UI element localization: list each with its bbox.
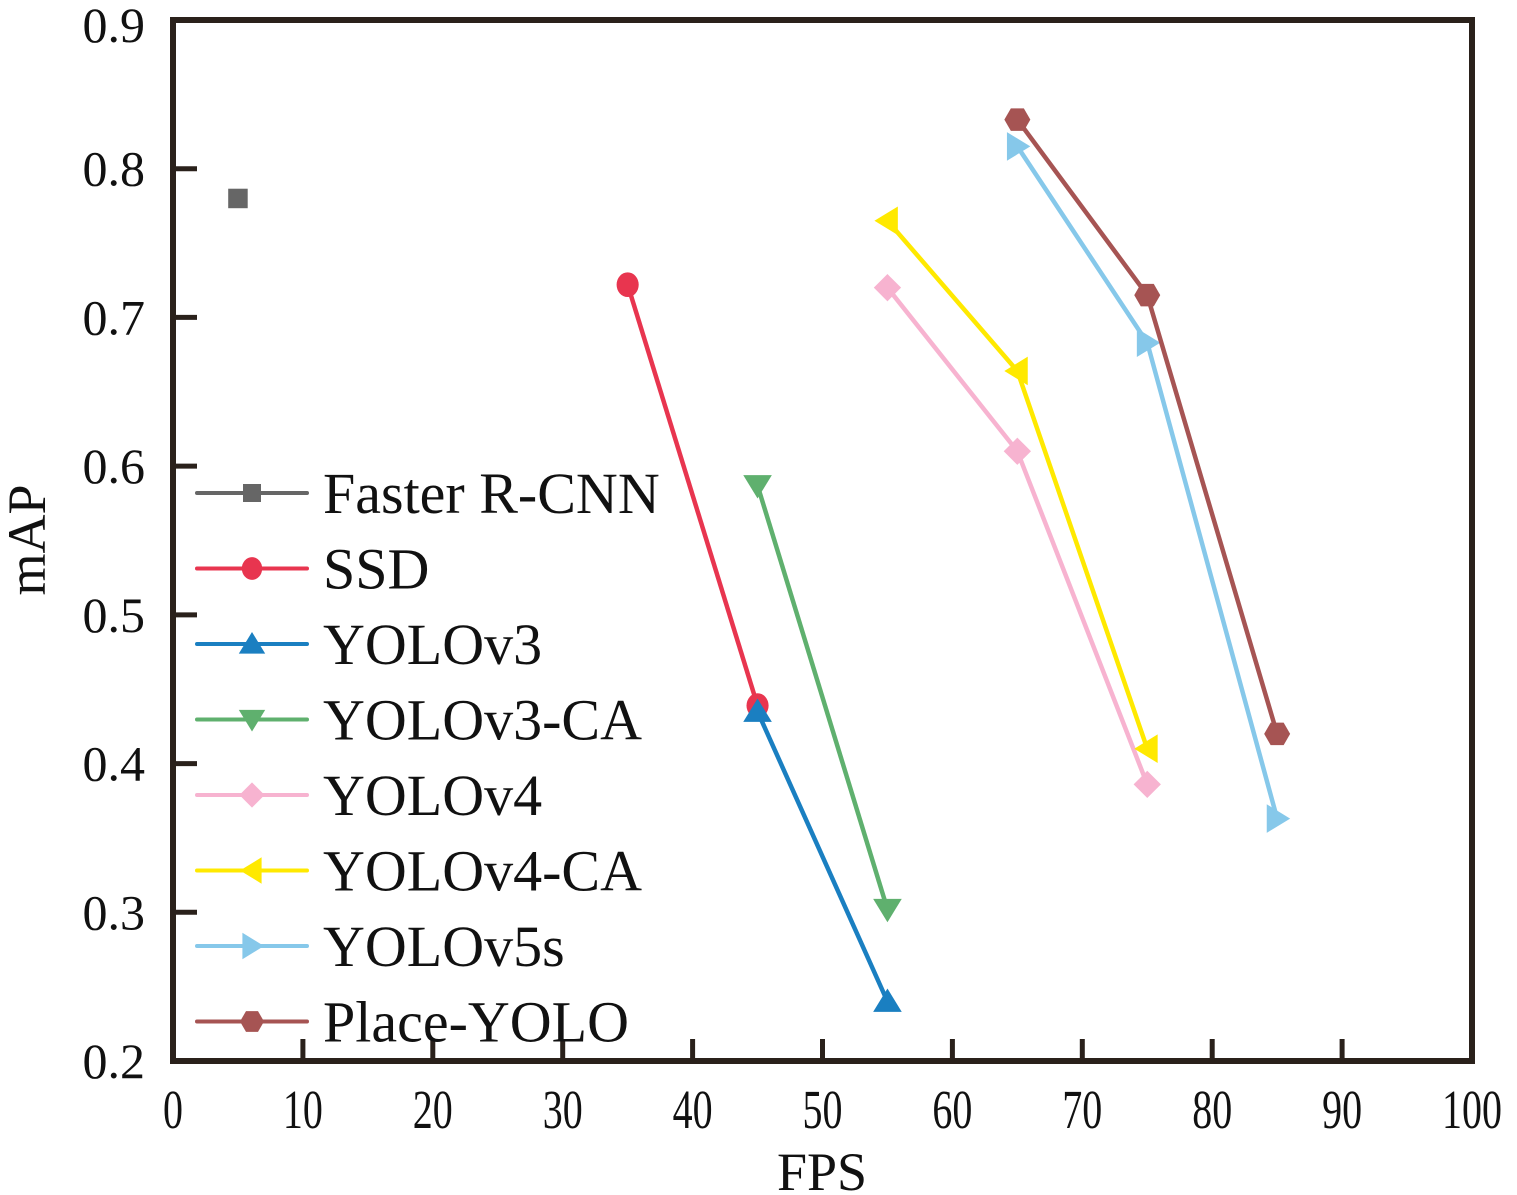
x-tick-label: 30	[543, 1080, 583, 1141]
legend-marker-yolov3	[238, 632, 266, 654]
x-tick-label: 80	[1192, 1080, 1232, 1141]
legend-marker-ssd	[241, 557, 263, 580]
series-line-yolov4-ca	[885, 219, 1150, 750]
y-tick-label: 0.7	[83, 289, 146, 345]
legend-item-faster-r-cnn: Faster R-CNN	[195, 461, 660, 526]
legend-label-yolov3: YOLOv3	[323, 612, 542, 677]
legend-item-ssd: SSD	[195, 537, 429, 602]
legend-marker-yolov4	[239, 782, 265, 808]
series-yolov4	[873, 274, 1161, 799]
data-point-yolov4	[873, 274, 902, 302]
series-yolov3	[743, 698, 902, 1012]
series-line-yolov3	[755, 710, 890, 1003]
x-tick-label: 90	[1322, 1080, 1362, 1141]
legend-marker-yolov5s	[242, 932, 264, 960]
series-place-yolo	[1004, 108, 1291, 746]
data-point-yolov4	[1133, 770, 1161, 799]
x-tick-label: 50	[803, 1080, 843, 1141]
y-tick-label: 0.5	[83, 587, 146, 643]
data-point-yolov3	[873, 988, 902, 1012]
data-point-yolov3	[743, 698, 772, 722]
legend-marker-faster-r-cnn	[243, 484, 261, 502]
data-point-faster-r-cnn	[228, 188, 248, 209]
y-tick-label: 0.9	[83, 0, 146, 53]
series-layer	[228, 108, 1291, 1012]
series-yolov3-ca	[743, 475, 902, 923]
legend-marker-yolov4-ca	[240, 857, 262, 884]
series-faster-r-cnn	[228, 188, 248, 209]
y-tick-label: 0.2	[83, 1033, 146, 1089]
series-line-place-yolo	[1015, 118, 1280, 735]
y-tick-label: 0.4	[83, 736, 146, 792]
x-tick-label: 70	[1062, 1080, 1102, 1141]
legend-item-yolov5s: YOLOv5s	[195, 914, 565, 979]
data-point-place-yolo	[1004, 108, 1031, 131]
legend-label-yolov4: YOLOv4	[323, 763, 542, 828]
legend: Faster R-CNN SSD YOLOv3 YOLOv3-CA YOLOv4 YOLO…	[195, 461, 660, 1055]
series-line-yolov4	[885, 286, 1150, 786]
x-tick-label: 100	[1442, 1080, 1502, 1141]
x-tick-label: 10	[283, 1080, 323, 1141]
series-yolov5s	[1006, 132, 1291, 833]
data-point-place-yolo	[1264, 722, 1291, 746]
y-tick-label: 0.3	[83, 884, 146, 940]
data-point-yolov3-ca	[873, 898, 902, 923]
data-point-place-yolo	[1134, 283, 1161, 307]
legend-item-yolov3-ca: YOLOv3-CA	[195, 688, 642, 753]
legend-label-yolov3-ca: YOLOv3-CA	[323, 688, 642, 753]
y-tick-label: 0.6	[83, 438, 146, 494]
x-axis-title: FPS	[777, 1142, 867, 1195]
data-point-yolov4-ca	[1134, 734, 1158, 763]
data-point-ssd	[616, 272, 639, 298]
legend-label-yolov4-ca: YOLOv4-CA	[323, 839, 642, 904]
data-point-yolov4	[1003, 437, 1031, 465]
legend-marker-yolov3-ca	[238, 709, 266, 732]
legend-label-place-yolo: Place-YOLO	[323, 990, 629, 1055]
legend-item-yolov3: YOLOv3	[195, 612, 542, 677]
y-tick-label: 0.8	[83, 141, 146, 197]
legend-item-yolov4: YOLOv4	[195, 763, 542, 828]
legend-label-ssd: SSD	[323, 537, 429, 602]
legend-item-place-yolo: Place-YOLO	[195, 990, 629, 1055]
y-axis-title: mAP	[0, 484, 57, 595]
data-point-yolov3-ca	[743, 475, 772, 499]
legend-label-yolov5s: YOLOv5s	[323, 914, 565, 979]
legend-item-yolov4-ca: YOLOv4-CA	[195, 839, 642, 904]
legend-marker-place-yolo	[240, 1011, 264, 1032]
data-point-yolov5s	[1136, 328, 1161, 358]
x-tick-label: 60	[932, 1080, 972, 1141]
data-point-yolov5s	[1266, 804, 1291, 833]
data-point-yolov4-ca	[1004, 356, 1028, 386]
ticks-layer: 0 10 20 30 40 50 60 70 80 90 100 0.2 0.3 0.4 0.5 0.6 0.7…	[83, 0, 1502, 1141]
data-point-yolov4-ca	[874, 206, 898, 236]
legend-label-faster-r-cnn: Faster R-CNN	[323, 461, 660, 526]
series-line-yolov3-ca	[755, 484, 890, 910]
data-point-yolov5s	[1006, 132, 1031, 161]
x-tick-label: 0	[163, 1080, 183, 1141]
x-tick-label: 20	[413, 1080, 453, 1141]
series-line-ssd	[625, 284, 760, 707]
x-tick-label: 40	[673, 1080, 713, 1141]
series-yolov4-ca	[874, 206, 1158, 763]
